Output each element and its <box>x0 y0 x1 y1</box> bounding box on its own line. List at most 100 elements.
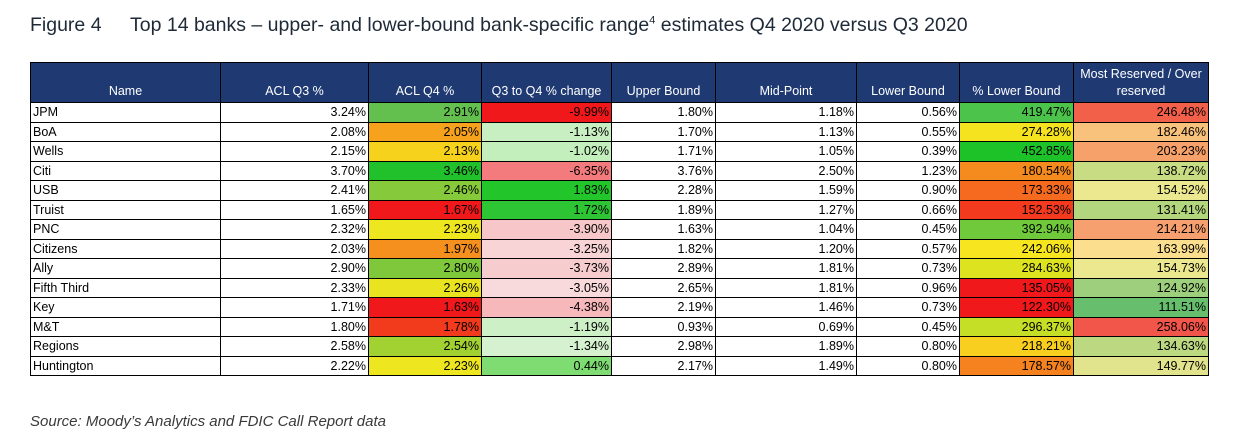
most-reserved-cell: 111.51% <box>1073 297 1209 318</box>
acl-q3-cell: 2.58% <box>220 336 369 357</box>
table-row: Citi 3.70% 3.46% -6.35% 3.76% 2.50% 1.23% 180.5… <box>30 160 1209 181</box>
bank-name-cell: Wells <box>30 141 221 162</box>
acl-q4-cell: 2.05% <box>368 121 482 142</box>
acl-q3-cell: 2.22% <box>220 355 369 376</box>
bank-name-cell: Citi <box>30 160 221 181</box>
acl-q3-cell: 2.90% <box>220 258 369 279</box>
bank-name-cell: USB <box>30 180 221 201</box>
bank-name-cell: Ally <box>30 258 221 279</box>
source-note: Source: Moody’s Analytics and FDIC Call … <box>30 413 386 430</box>
header-name: Name <box>30 62 221 103</box>
header-upper-bound: Upper Bound <box>611 62 716 103</box>
table-row: Key 1.71% 1.63% -4.38% 2.19% 1.46% 0.73% 122.30… <box>30 297 1209 318</box>
acl-q4-cell: 2.54% <box>368 336 482 357</box>
q3-q4-change-cell: -9.99% <box>481 102 612 123</box>
pct-lower-bound-cell: 452.85% <box>959 141 1074 162</box>
table-row: BoA 2.08% 2.05% -1.13% 1.70% 1.13% 0.55% 274.28… <box>30 121 1209 142</box>
upper-bound-cell: 1.89% <box>611 199 716 220</box>
mid-point-cell: 1.27% <box>715 199 857 220</box>
acl-q4-cell: 2.91% <box>368 102 482 123</box>
mid-point-cell: 1.59% <box>715 180 857 201</box>
lower-bound-cell: 0.73% <box>856 297 960 318</box>
upper-bound-cell: 2.89% <box>611 258 716 279</box>
most-reserved-cell: 258.06% <box>1073 316 1209 337</box>
lower-bound-cell: 0.80% <box>856 355 960 376</box>
lower-bound-cell: 0.66% <box>856 199 960 220</box>
pct-lower-bound-cell: 284.63% <box>959 258 1074 279</box>
table-row: Citizens 2.03% 1.97% -3.25% 1.82% 1.20% 0.57% 2… <box>30 238 1209 259</box>
most-reserved-cell: 131.41% <box>1073 199 1209 220</box>
mid-point-cell: 1.20% <box>715 238 857 259</box>
upper-bound-cell: 1.71% <box>611 141 716 162</box>
figure-title-main: Top 14 banks – upper- and lower-bound ba… <box>130 14 650 36</box>
bank-name-cell: Huntington <box>30 355 221 376</box>
acl-q3-cell: 2.32% <box>220 219 369 240</box>
q3-q4-change-cell: 1.72% <box>481 199 612 220</box>
acl-q3-cell: 2.03% <box>220 238 369 259</box>
mid-point-cell: 1.49% <box>715 355 857 376</box>
header-acl-q3: ACL Q3 % <box>220 62 369 103</box>
upper-bound-cell: 1.80% <box>611 102 716 123</box>
table-row: Wells 2.15% 2.13% -1.02% 1.71% 1.05% 0.39% 452.… <box>30 141 1209 162</box>
acl-q3-cell: 1.65% <box>220 199 369 220</box>
bank-name-cell: Citizens <box>30 238 221 259</box>
figure-title-text: Top 14 banks – upper- and lower-bound ba… <box>130 14 968 36</box>
pct-lower-bound-cell: 152.53% <box>959 199 1074 220</box>
header-q3-q4-change: Q3 to Q4 % change <box>481 62 612 103</box>
pct-lower-bound-cell: 178.57% <box>959 355 1074 376</box>
header-pct-lower-bound: % Lower Bound <box>959 62 1074 103</box>
most-reserved-cell: 149.77% <box>1073 355 1209 376</box>
mid-point-cell: 1.18% <box>715 102 857 123</box>
pct-lower-bound-cell: 392.94% <box>959 219 1074 240</box>
banks-table: Name ACL Q3 % ACL Q4 % Q3 to Q4 % change… <box>30 62 1209 376</box>
most-reserved-cell: 163.99% <box>1073 238 1209 259</box>
table-row: JPM 3.24% 2.91% -9.99% 1.80% 1.18% 0.56% 419.47… <box>30 102 1209 123</box>
lower-bound-cell: 0.56% <box>856 102 960 123</box>
mid-point-cell: 1.13% <box>715 121 857 142</box>
table-row: M&T 1.80% 1.78% -1.19% 0.93% 0.69% 0.45% 296.37… <box>30 316 1209 337</box>
acl-q3-cell: 1.80% <box>220 316 369 337</box>
most-reserved-cell: 134.63% <box>1073 336 1209 357</box>
acl-q3-cell: 2.33% <box>220 277 369 298</box>
q3-q4-change-cell: -3.05% <box>481 277 612 298</box>
most-reserved-cell: 138.72% <box>1073 160 1209 181</box>
bank-name-cell: M&T <box>30 316 221 337</box>
mid-point-cell: 0.69% <box>715 316 857 337</box>
most-reserved-cell: 154.52% <box>1073 180 1209 201</box>
table-row: PNC 2.32% 2.23% -3.90% 1.63% 1.04% 0.45% 392.94… <box>30 219 1209 240</box>
acl-q4-cell: 1.63% <box>368 297 482 318</box>
acl-q4-cell: 2.26% <box>368 277 482 298</box>
bank-name-cell: Truist <box>30 199 221 220</box>
acl-q3-cell: 2.15% <box>220 141 369 162</box>
lower-bound-cell: 0.96% <box>856 277 960 298</box>
mid-point-cell: 1.81% <box>715 258 857 279</box>
pct-lower-bound-cell: 296.37% <box>959 316 1074 337</box>
lower-bound-cell: 0.45% <box>856 219 960 240</box>
table-row: Huntington 2.22% 2.23% 0.44% 2.17% 1.49% 0.80%… <box>30 355 1209 376</box>
mid-point-cell: 1.46% <box>715 297 857 318</box>
q3-q4-change-cell: 1.83% <box>481 180 612 201</box>
header-row: Name ACL Q3 % ACL Q4 % Q3 to Q4 % change… <box>30 62 1209 103</box>
pct-lower-bound-cell: 180.54% <box>959 160 1074 181</box>
header-lower-bound: Lower Bound <box>856 62 960 103</box>
footnote-marker: 4 <box>649 14 656 27</box>
lower-bound-cell: 0.57% <box>856 238 960 259</box>
bank-name-cell: Fifth Third <box>30 277 221 298</box>
most-reserved-cell: 154.73% <box>1073 258 1209 279</box>
upper-bound-cell: 2.98% <box>611 336 716 357</box>
bank-name-cell: Regions <box>30 336 221 357</box>
header-mid-point: Mid-Point <box>715 62 857 103</box>
figure-title-suffix: estimates Q4 2020 versus Q3 2020 <box>655 14 968 36</box>
lower-bound-cell: 1.23% <box>856 160 960 181</box>
mid-point-cell: 1.04% <box>715 219 857 240</box>
bank-name-cell: JPM <box>30 102 221 123</box>
pct-lower-bound-cell: 135.05% <box>959 277 1074 298</box>
figure-label: Figure 4 <box>30 14 102 36</box>
upper-bound-cell: 3.76% <box>611 160 716 181</box>
q3-q4-change-cell: -1.19% <box>481 316 612 337</box>
acl-q4-cell: 2.13% <box>368 141 482 162</box>
header-most-reserved: Most Reserved / Over reserved <box>1073 62 1209 103</box>
most-reserved-cell: 203.23% <box>1073 141 1209 162</box>
q3-q4-change-cell: -3.90% <box>481 219 612 240</box>
mid-point-cell: 2.50% <box>715 160 857 181</box>
